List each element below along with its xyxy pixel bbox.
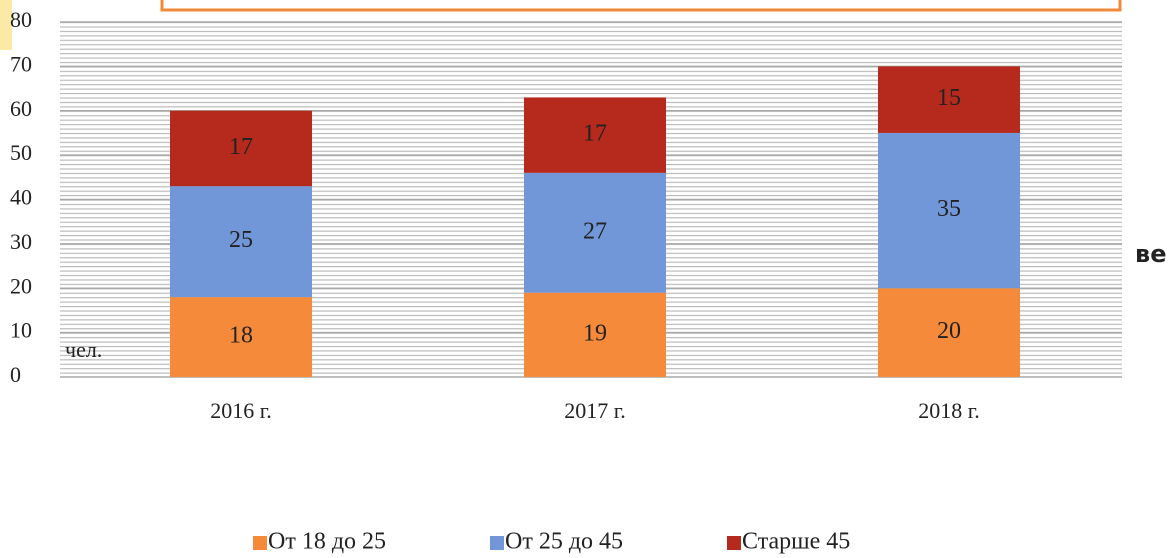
data-label: 19 — [583, 320, 607, 346]
bar-segment — [524, 292, 666, 377]
data-label: 35 — [937, 196, 961, 222]
bar-segment — [878, 288, 1020, 377]
data-label: 20 — [937, 318, 961, 344]
y-tick-label: 40 — [10, 185, 32, 210]
x-tick-label: 2018 г. — [918, 398, 980, 423]
bar-segment — [524, 172, 666, 293]
y-tick-label: 70 — [10, 51, 32, 76]
bar-segment — [524, 97, 666, 173]
bar-segment — [878, 132, 1020, 289]
annotation: ве — [1135, 240, 1166, 268]
legend-swatch — [727, 536, 741, 550]
data-label: 27 — [583, 218, 607, 244]
side-strip — [0, 0, 12, 50]
bar-segment — [170, 297, 312, 377]
bar-segment — [878, 66, 1020, 133]
bar-segment — [170, 110, 312, 187]
data-label: 17 — [583, 121, 607, 147]
data-label: 17 — [229, 134, 253, 160]
frame — [160, 0, 1122, 12]
y-tick-label: 0 — [10, 362, 21, 387]
x-tick-label: 2016 г. — [210, 398, 272, 423]
y-tick-label: 60 — [10, 96, 32, 121]
y-tick-label: 10 — [10, 318, 32, 343]
legend-label: От 25 до 45 — [505, 529, 623, 555]
legend-label: Старше 45 — [742, 529, 850, 555]
y-tick-label: 80 — [10, 7, 32, 32]
x-tick-label: 2017 г. — [564, 398, 626, 423]
data-label: 18 — [229, 323, 253, 349]
legend-swatch — [253, 536, 267, 550]
data-label: 15 — [937, 85, 961, 111]
data-label: 25 — [229, 227, 253, 253]
legend-swatch — [490, 536, 504, 550]
legend-label: От 18 до 25 — [268, 529, 386, 555]
axis-unit: чел. — [65, 337, 102, 362]
y-tick-label: 20 — [10, 273, 32, 298]
y-tick-label: 30 — [10, 229, 32, 254]
bar-segment — [170, 186, 312, 298]
y-tick-label: 50 — [10, 140, 32, 165]
